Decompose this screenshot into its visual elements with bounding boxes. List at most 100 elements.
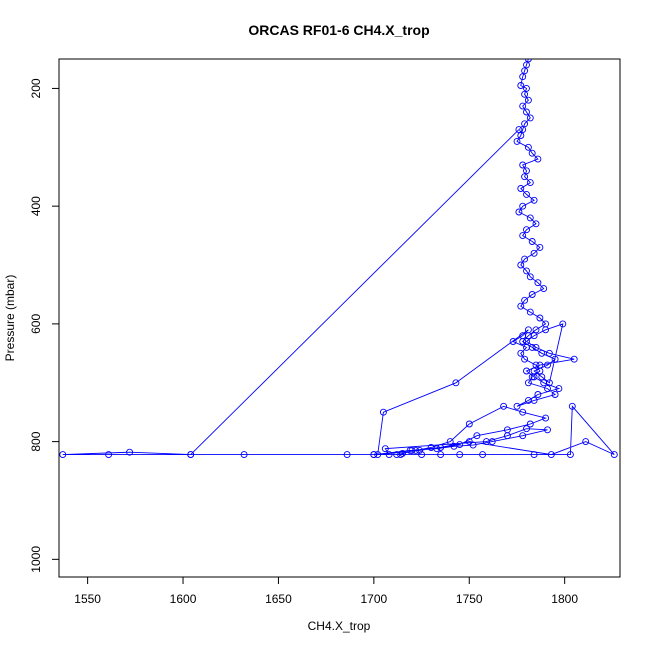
data-point — [530, 396, 538, 404]
data-point — [523, 167, 530, 175]
data-point — [473, 432, 481, 440]
data-point — [534, 155, 542, 163]
data-point — [544, 426, 551, 434]
data-point — [542, 414, 550, 422]
data-point — [523, 226, 530, 234]
data-point — [524, 96, 532, 104]
data-point — [519, 202, 527, 210]
data-point — [517, 185, 525, 192]
data-point — [526, 308, 534, 316]
data-point — [521, 255, 529, 263]
data-point — [397, 451, 405, 459]
data-point — [538, 373, 546, 381]
data-point — [536, 243, 544, 251]
data-point — [551, 355, 559, 363]
data-point — [240, 451, 248, 459]
data-point — [519, 332, 527, 340]
data-point — [524, 379, 532, 387]
data-point — [519, 232, 527, 240]
data-point — [452, 379, 460, 387]
data-point — [379, 408, 387, 416]
data-point — [524, 326, 532, 334]
x-tick-label: 1550 — [74, 592, 101, 606]
data-point — [433, 445, 441, 453]
data-point — [555, 385, 563, 393]
data-point — [381, 445, 389, 453]
x-tick-label: 1750 — [456, 592, 483, 606]
data-point — [536, 314, 544, 322]
data-point — [526, 214, 534, 222]
x-tick-label: 1800 — [551, 592, 578, 606]
data-point — [521, 173, 529, 181]
y-tick-label: 800 — [29, 431, 43, 451]
data-point — [530, 451, 538, 459]
data-point — [530, 196, 538, 204]
data-point — [187, 451, 195, 459]
data-point — [509, 338, 517, 345]
data-point — [370, 451, 378, 459]
x-axis: 1550 1600 1650 1700 1750 1800 — [74, 577, 578, 606]
data-point — [566, 451, 574, 459]
data-point — [513, 137, 521, 145]
data-point — [517, 349, 525, 357]
data-point — [523, 343, 530, 351]
data-point — [528, 373, 536, 381]
y-tick-label: 400 — [29, 196, 43, 216]
data-point — [523, 108, 530, 116]
x-axis-label: CH4.X_trop — [308, 619, 371, 633]
y-axis-label: Pressure (mbar) — [3, 275, 17, 362]
data-point — [528, 238, 536, 245]
data-point — [532, 326, 540, 334]
data-point — [542, 326, 550, 334]
x-tick-label: 1650 — [265, 592, 292, 606]
y-tick-label: 600 — [29, 314, 43, 334]
data-point — [530, 249, 538, 257]
data-point — [517, 302, 525, 310]
data-point — [532, 343, 540, 351]
data-point — [559, 320, 567, 328]
data-point — [126, 448, 134, 456]
data-point — [521, 355, 529, 363]
data-point — [513, 402, 521, 410]
series-layer — [59, 59, 618, 459]
data-point — [526, 179, 534, 187]
data-point — [408, 446, 416, 454]
data-point — [540, 285, 548, 293]
data-point — [544, 385, 551, 393]
y-axis: 200 400 600 800 1000 — [29, 78, 59, 573]
data-point — [519, 161, 527, 169]
data-point — [523, 367, 530, 375]
data-point — [503, 432, 511, 440]
x-tick-label: 1600 — [170, 592, 197, 606]
data-point — [524, 143, 532, 151]
plot-frame — [58, 58, 621, 578]
data-point — [393, 451, 401, 459]
y-tick-label: 200 — [29, 78, 43, 98]
data-point — [582, 438, 590, 446]
data-point — [545, 349, 553, 357]
data-point — [515, 126, 523, 134]
data-point — [540, 379, 548, 387]
data-point — [523, 425, 530, 433]
data-point — [479, 451, 487, 459]
data-point — [519, 102, 527, 110]
data-point — [385, 451, 393, 459]
data-point — [521, 67, 529, 75]
data-point — [568, 402, 576, 410]
data-point — [610, 451, 618, 459]
data-point — [524, 59, 532, 63]
data-point — [437, 444, 445, 451]
data-point — [517, 132, 525, 139]
data-point — [465, 438, 473, 446]
data-point — [406, 446, 414, 454]
data-point — [521, 296, 529, 304]
data-point — [437, 451, 445, 459]
data-point — [465, 420, 473, 428]
data-point — [519, 126, 527, 134]
data-point — [456, 451, 464, 459]
chart-title: ORCAS RF01-6 CH4.X_trop — [248, 22, 429, 38]
data-point — [532, 220, 540, 228]
data-point — [519, 408, 527, 416]
data-point — [517, 82, 525, 89]
